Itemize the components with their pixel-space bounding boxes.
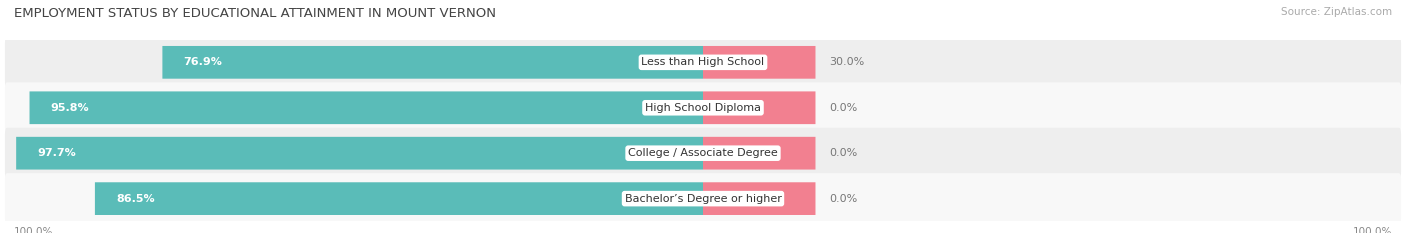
Text: Less than High School: Less than High School — [641, 57, 765, 67]
Text: Bachelor’s Degree or higher: Bachelor’s Degree or higher — [624, 194, 782, 204]
FancyBboxPatch shape — [703, 46, 815, 79]
FancyBboxPatch shape — [6, 82, 1400, 133]
Text: 0.0%: 0.0% — [830, 103, 858, 113]
Text: 0.0%: 0.0% — [830, 148, 858, 158]
FancyBboxPatch shape — [30, 91, 703, 124]
Text: 97.7%: 97.7% — [37, 148, 76, 158]
Text: 0.0%: 0.0% — [830, 194, 858, 204]
Text: 76.9%: 76.9% — [183, 57, 222, 67]
Text: 30.0%: 30.0% — [830, 57, 865, 67]
FancyBboxPatch shape — [96, 182, 703, 215]
Text: 86.5%: 86.5% — [115, 194, 155, 204]
FancyBboxPatch shape — [703, 137, 815, 170]
Text: High School Diploma: High School Diploma — [645, 103, 761, 113]
FancyBboxPatch shape — [703, 91, 815, 124]
Text: 100.0%: 100.0% — [1353, 227, 1392, 233]
FancyBboxPatch shape — [15, 137, 703, 170]
Text: 100.0%: 100.0% — [14, 227, 53, 233]
Text: 95.8%: 95.8% — [51, 103, 89, 113]
FancyBboxPatch shape — [703, 182, 815, 215]
Text: EMPLOYMENT STATUS BY EDUCATIONAL ATTAINMENT IN MOUNT VERNON: EMPLOYMENT STATUS BY EDUCATIONAL ATTAINM… — [14, 7, 496, 20]
Text: Source: ZipAtlas.com: Source: ZipAtlas.com — [1281, 7, 1392, 17]
FancyBboxPatch shape — [6, 173, 1400, 224]
FancyBboxPatch shape — [6, 128, 1400, 179]
FancyBboxPatch shape — [162, 46, 703, 79]
Text: College / Associate Degree: College / Associate Degree — [628, 148, 778, 158]
FancyBboxPatch shape — [6, 37, 1400, 88]
